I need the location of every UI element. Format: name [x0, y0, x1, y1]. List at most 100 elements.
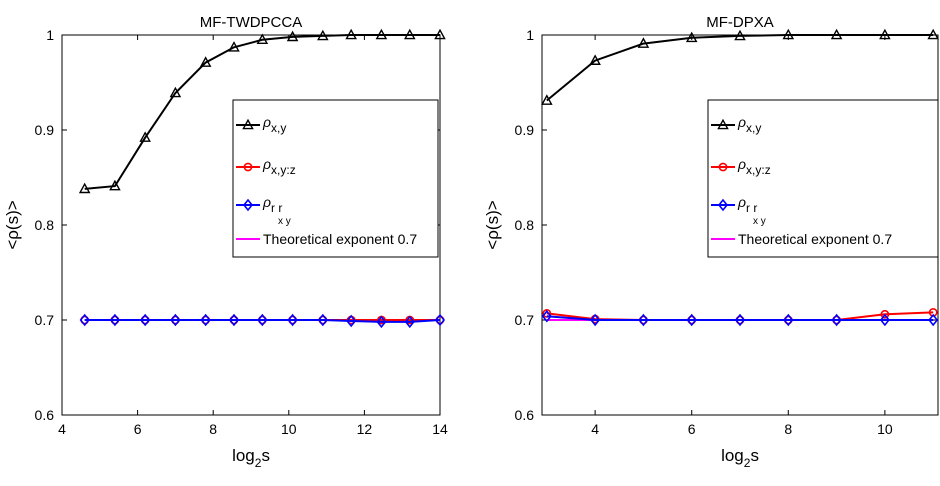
data-point-s3 [200, 313, 211, 327]
data-point-s3 [404, 315, 415, 329]
data-point-s1 [782, 28, 795, 40]
legend-label-2: ρx,y:z [737, 156, 771, 177]
data-point-s3 [376, 315, 387, 329]
data-point-s1 [256, 33, 269, 45]
data-point-s3 [590, 313, 601, 327]
data-point-s3 [79, 313, 90, 327]
legend-label-sub: r r [746, 201, 757, 215]
series-line-1 [84, 34, 440, 190]
y-tick-label: 0.7 [515, 312, 535, 328]
legend-label-1: ρx,y [262, 114, 286, 135]
x-tick-label: 4 [58, 421, 66, 437]
data-point-s1 [228, 41, 240, 52]
legend-label-main: ρ [737, 114, 746, 130]
legend-label-4: Theoretical exponent 0.7 [738, 231, 892, 247]
data-point-s1 [109, 179, 121, 191]
x-axis-label: log2s [721, 446, 759, 470]
chart-title: MF-DPXA [706, 14, 774, 31]
legend-marker-3 [717, 198, 729, 212]
data-point-s1 [879, 28, 891, 40]
legend-label-1: ρx,y [737, 114, 761, 135]
y-tick-label: 0.6 [515, 407, 535, 423]
legend-label-sub: r r [271, 201, 282, 215]
data-point-s3 [109, 313, 120, 327]
data-point-s3 [228, 313, 240, 327]
x-axis-label-sub: 2 [255, 456, 262, 470]
data-point-s1 [78, 182, 91, 194]
legend-label-main: ρ [262, 156, 271, 172]
data-point-s1 [927, 28, 939, 40]
data-point-s3 [541, 309, 552, 323]
data-point-s1 [199, 56, 212, 67]
legend-box [707, 99, 939, 258]
data-point-s3 [170, 313, 181, 327]
y-tick-label: 0.8 [35, 217, 55, 233]
data-point-s3 [317, 313, 328, 327]
x-axis-label-sub: 2 [744, 456, 751, 470]
y-tick-label: 0.7 [35, 312, 55, 328]
data-point-s1 [685, 31, 698, 43]
x-tick-label: 4 [591, 421, 599, 437]
data-point-s3 [783, 313, 794, 327]
data-point-s1 [734, 29, 746, 41]
legend-marker-1 [717, 118, 729, 130]
data-point-s3 [434, 313, 446, 327]
x-axis-label-tail: s [261, 446, 270, 465]
legend-label-sub: x,y:z [746, 163, 771, 177]
legend-label-3: ρr r [737, 194, 757, 215]
x-tick-label: 8 [784, 421, 792, 437]
data-point-s1 [589, 54, 601, 65]
legend-label-3: ρr r [262, 194, 282, 215]
data-point-s1 [317, 29, 329, 41]
y-axis-label: <ρ(s)> [3, 200, 22, 249]
x-tick-label: 14 [432, 421, 448, 437]
data-point-s1 [375, 28, 388, 40]
data-point-s1 [637, 37, 650, 48]
y-tick-label: 0.9 [35, 122, 55, 138]
data-point-s1 [169, 86, 182, 98]
legend-label-sub: x,y:z [271, 163, 296, 177]
data-point-s1 [139, 131, 151, 142]
legend-marker-1 [242, 118, 254, 130]
legend-label-sub: x,y [746, 121, 761, 135]
data-point-s3 [287, 313, 298, 327]
legend-label-2: ρx,y:z [262, 156, 296, 177]
data-point-s1 [403, 28, 416, 40]
y-tick-label: 1 [46, 27, 54, 43]
series-line-1 [546, 34, 934, 102]
data-point-s1 [434, 28, 446, 40]
x-tick-label: 10 [877, 421, 893, 437]
x-axis-label-base: log [721, 446, 744, 465]
legend-marker-2 [243, 162, 253, 172]
x-axis-label-base: log [232, 446, 255, 465]
legend-label-main: ρ [737, 156, 746, 172]
legend-label-main: ρ [262, 194, 271, 210]
x-tick-label: 12 [357, 421, 373, 437]
data-point-s1 [345, 28, 357, 40]
data-point-s1 [830, 28, 843, 40]
legend-label-subsub: x y [278, 216, 291, 227]
data-point-s3 [879, 313, 890, 327]
data-point-s3 [346, 314, 357, 328]
x-tick-label: 10 [281, 421, 297, 437]
data-point-s3 [638, 313, 649, 327]
x-tick-label: 6 [688, 421, 696, 437]
data-point-s3 [734, 313, 746, 327]
legend-label-main: ρ [737, 194, 746, 210]
legend-marker-3 [242, 198, 254, 212]
x-tick-label: 8 [209, 421, 217, 437]
data-point-s3 [928, 313, 939, 327]
legend-marker-2 [718, 162, 728, 172]
x-tick-label: 6 [134, 421, 142, 437]
y-tick-label: 0.9 [515, 122, 535, 138]
x-axis-label-tail: s [750, 446, 759, 465]
data-point-s2 [880, 309, 890, 319]
legend-label-sub: x,y [271, 121, 286, 135]
chart-panel-1: 4 6 8 10 12 14 0.6 0.7 0.8 0.9 1 MF-TWDPCCA log2s <ρ(… [3, 14, 448, 470]
data-point-s1 [286, 30, 299, 42]
chart-title: MF-TWDPCCA [200, 14, 302, 31]
legend-label-4: Theoretical exponent 0.7 [263, 231, 417, 247]
